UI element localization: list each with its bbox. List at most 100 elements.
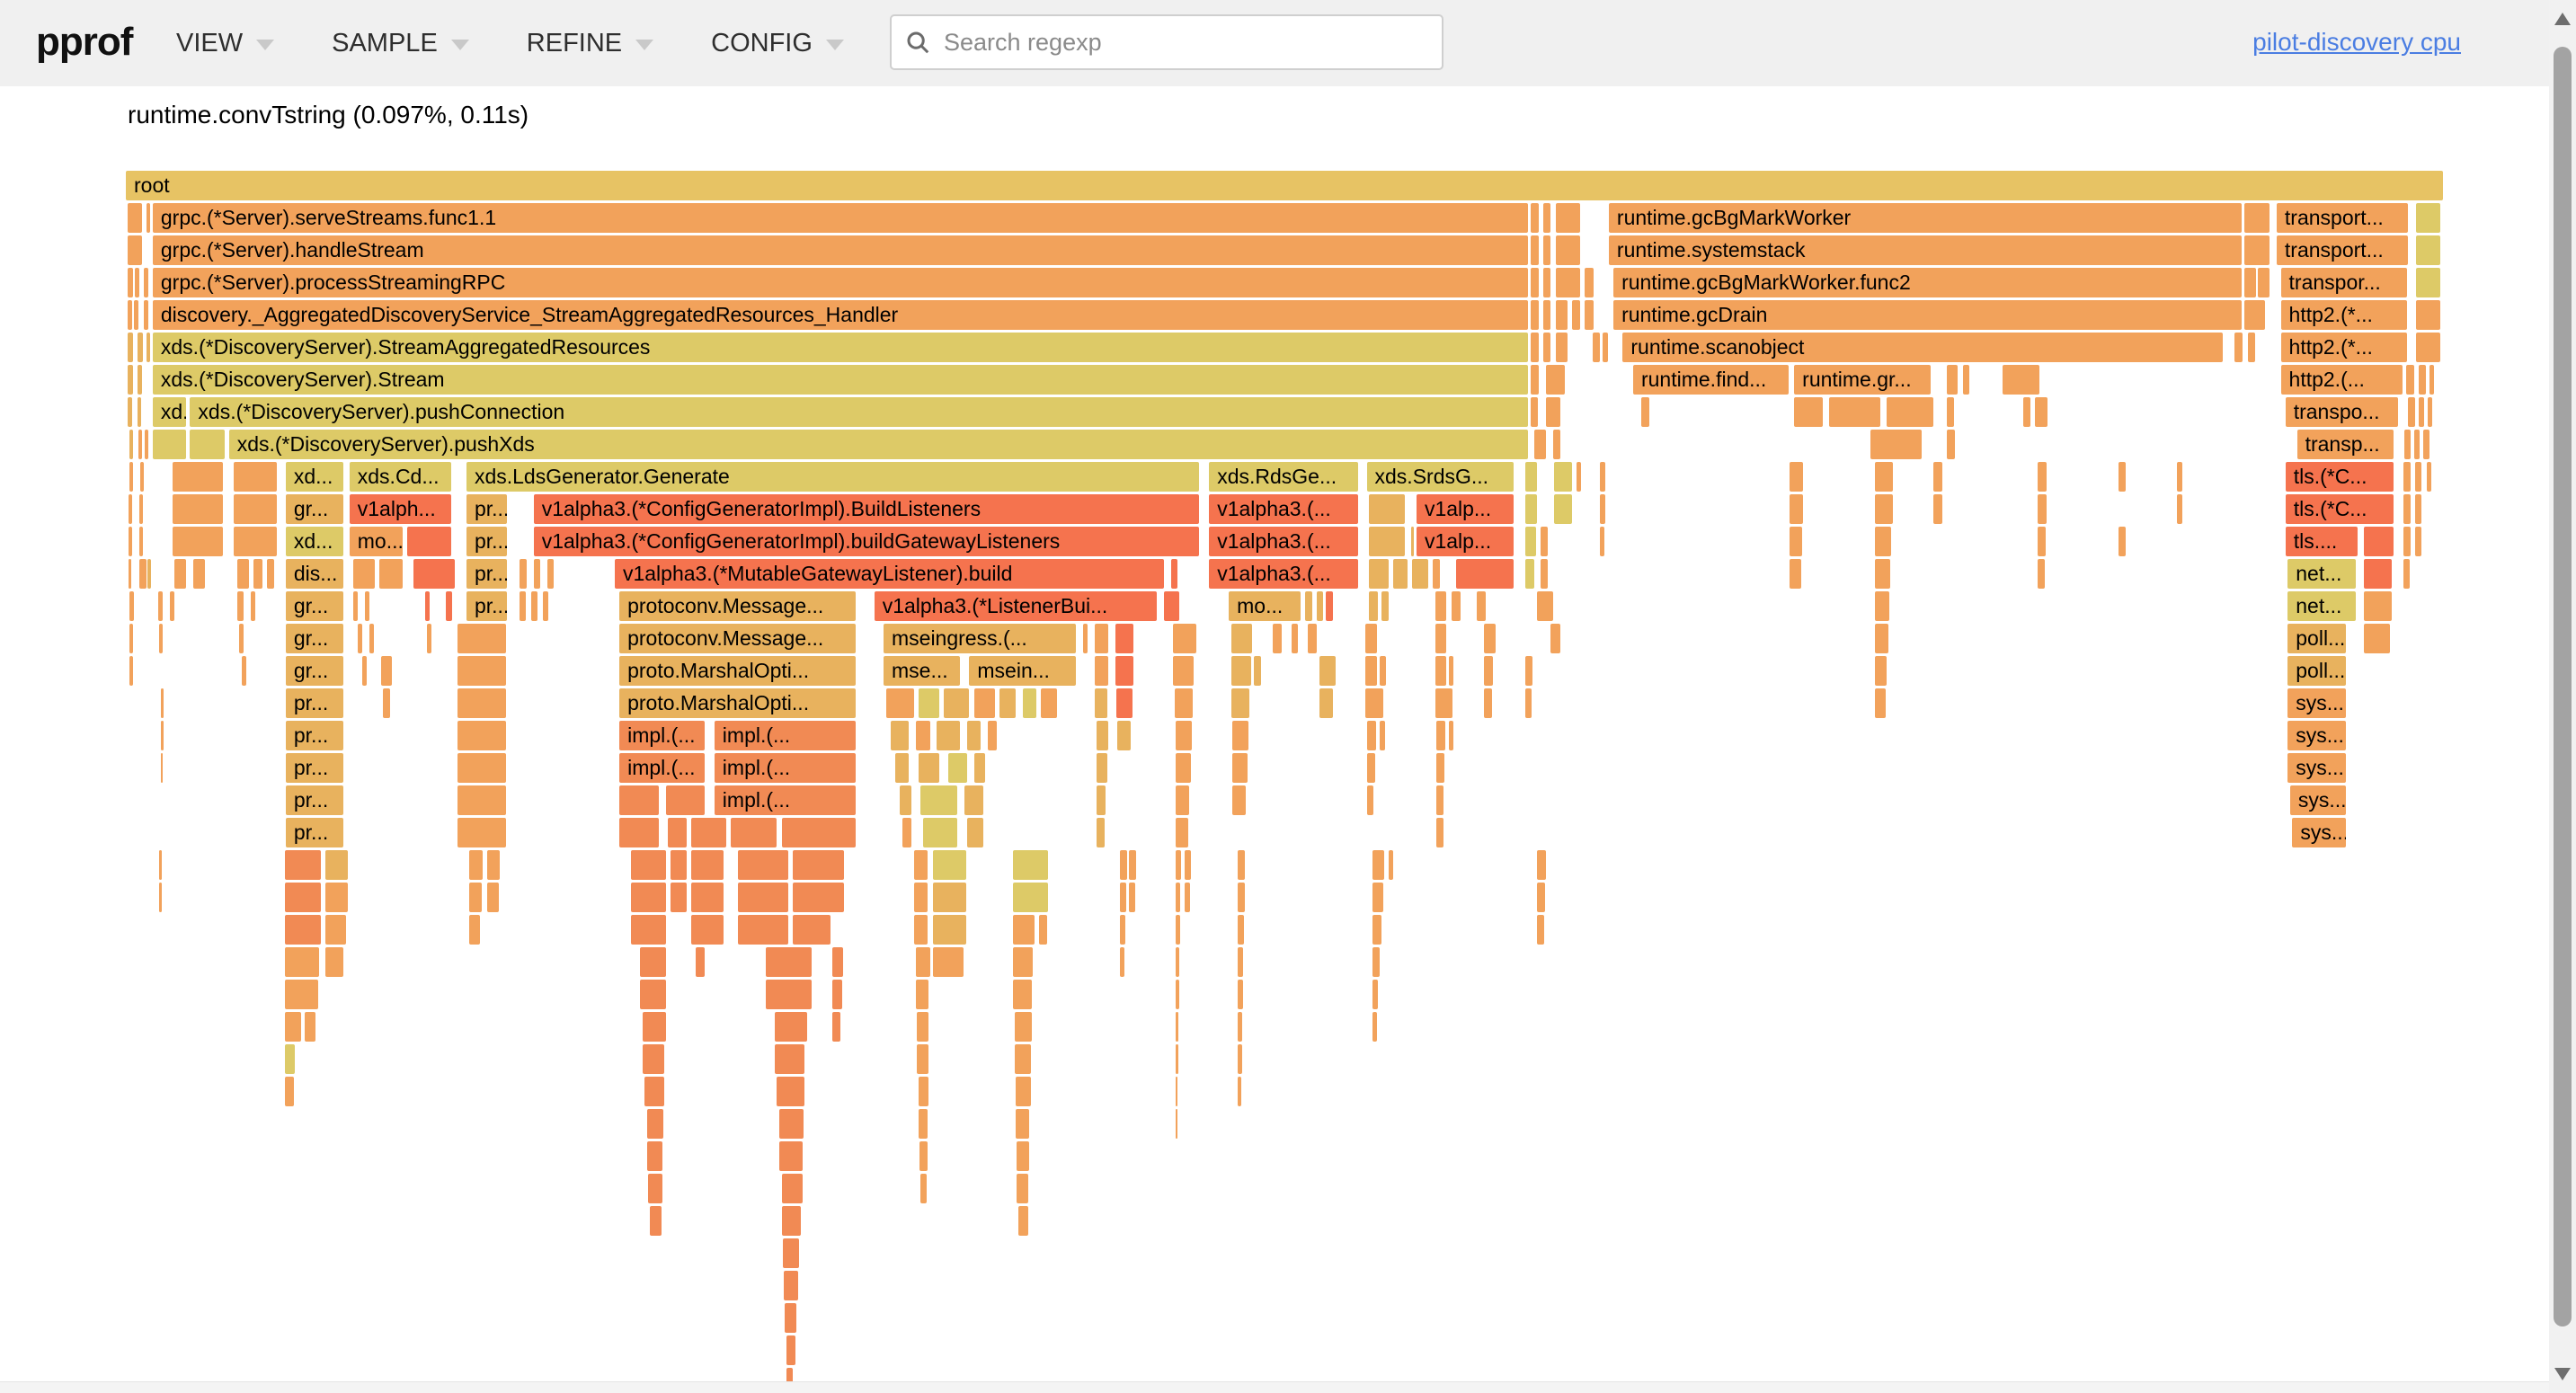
flame-box-sliver[interactable] xyxy=(1175,915,1180,945)
flame-box[interactable]: xds.(*DiscoveryServer).pushConnection xyxy=(190,397,1528,427)
flame-box-sliver[interactable] xyxy=(1175,850,1182,880)
flame-box-sliver[interactable] xyxy=(128,268,133,297)
flame-box-sliver[interactable] xyxy=(352,591,358,621)
flame-box-sliver[interactable] xyxy=(1540,527,1548,556)
flame-box-sliver[interactable] xyxy=(2403,527,2411,556)
flame-box-sliver[interactable] xyxy=(1319,688,1334,718)
flame-box[interactable]: sys... xyxy=(2287,721,2346,750)
flame-box[interactable]: grpc.(*Server).handleStream xyxy=(152,235,1528,265)
flame-box-sliver[interactable] xyxy=(1129,883,1136,912)
flame-box-sliver[interactable] xyxy=(1875,527,1892,556)
flame-box-sliver[interactable] xyxy=(1173,624,1197,653)
flame-box-sliver[interactable] xyxy=(1163,591,1179,621)
flame-box-sliver[interactable] xyxy=(918,1109,928,1139)
flame-box-sliver[interactable] xyxy=(468,915,481,945)
flame-box-sliver[interactable] xyxy=(737,915,789,945)
flame-box-sliver[interactable] xyxy=(1531,397,1538,427)
flame-box[interactable]: v1alpha3.(*MutableGatewayListener).build xyxy=(614,559,1164,589)
flame-box-sliver[interactable] xyxy=(158,591,164,621)
flame-box-sliver[interactable] xyxy=(999,688,1016,718)
flame-box-sliver[interactable] xyxy=(1117,721,1131,750)
flame-box-sliver[interactable] xyxy=(1254,656,1262,686)
flame-box-sliver[interactable] xyxy=(631,850,666,880)
flame-box[interactable]: runtime.gr... xyxy=(1794,365,1932,395)
flame-box-sliver[interactable] xyxy=(172,494,224,524)
flame-box[interactable]: xds.RdsGe... xyxy=(1209,462,1359,492)
flame-box[interactable]: sys... xyxy=(2289,785,2346,815)
flame-box-sliver[interactable] xyxy=(2035,397,2048,427)
flame-box-sliver[interactable] xyxy=(642,1044,665,1074)
flame-box-sliver[interactable] xyxy=(457,688,506,718)
flame-box-sliver[interactable] xyxy=(781,1174,803,1203)
flame-box-sliver[interactable] xyxy=(160,688,164,718)
flame-box-sliver[interactable] xyxy=(2403,559,2410,589)
flame-box-sliver[interactable] xyxy=(445,591,453,621)
flame-box[interactable]: impl.(... xyxy=(714,753,857,783)
flame-box-sliver[interactable] xyxy=(1017,1141,1030,1171)
flame-box-sliver[interactable] xyxy=(1546,365,1565,395)
flame-box-sliver[interactable] xyxy=(640,947,666,977)
flame-box[interactable]: tls.(*C... xyxy=(2285,462,2394,492)
flame-box-sliver[interactable] xyxy=(1790,494,1804,524)
flame-box-sliver[interactable] xyxy=(973,753,986,783)
flame-box-sliver[interactable] xyxy=(1641,397,1650,427)
flame-box-sliver[interactable] xyxy=(1175,785,1190,815)
flame-box-sliver[interactable] xyxy=(284,947,320,977)
flame-box-sliver[interactable] xyxy=(284,980,318,1009)
search-input[interactable] xyxy=(942,27,1442,58)
flame-box-sliver[interactable] xyxy=(1273,624,1283,653)
flame-box-sliver[interactable] xyxy=(1238,883,1245,912)
flame-box-sliver[interactable] xyxy=(1932,462,1943,492)
flame-box-sliver[interactable] xyxy=(1592,333,1600,362)
flame-box-sliver[interactable] xyxy=(1022,688,1037,718)
flame-box-sliver[interactable] xyxy=(913,883,928,912)
flame-box[interactable]: sys... xyxy=(2292,818,2346,847)
flame-box[interactable]: pr... xyxy=(466,494,508,524)
flame-box-sliver[interactable] xyxy=(2244,268,2256,297)
menu-config[interactable]: CONFIG xyxy=(711,29,844,58)
flame-box-sliver[interactable] xyxy=(2176,494,2182,524)
flame-box-sliver[interactable] xyxy=(1483,624,1496,653)
flame-box-sliver[interactable] xyxy=(128,333,134,362)
flame-box-sliver[interactable] xyxy=(1483,688,1492,718)
vertical-scrollbar[interactable] xyxy=(2549,0,2576,1393)
flame-box-sliver[interactable] xyxy=(1372,980,1379,1009)
flame-box-sliver[interactable] xyxy=(1525,494,1537,524)
flame-box[interactable]: impl.(... xyxy=(619,721,706,750)
flame-box-sliver[interactable] xyxy=(793,850,845,880)
flame-box-sliver[interactable] xyxy=(1875,494,1893,524)
flame-box-sliver[interactable] xyxy=(1790,462,1804,492)
flame-box[interactable]: gr... xyxy=(285,656,344,686)
flame-box[interactable]: gr... xyxy=(285,624,344,653)
flame-box-sliver[interactable] xyxy=(284,850,321,880)
flame-box-sliver[interactable] xyxy=(988,721,998,750)
flame-box-sliver[interactable] xyxy=(137,397,141,427)
flame-box-sliver[interactable] xyxy=(1455,559,1515,589)
flame-box-sliver[interactable] xyxy=(793,883,845,912)
flame-box-sliver[interactable] xyxy=(1014,1012,1032,1042)
flame-box[interactable]: xd... xyxy=(285,527,344,556)
flame-box-sliver[interactable] xyxy=(1115,656,1134,686)
flame-box-sliver[interactable] xyxy=(647,1109,664,1139)
flame-box-sliver[interactable] xyxy=(1319,656,1336,686)
flame-box-sliver[interactable] xyxy=(2244,235,2270,265)
flame-box-sliver[interactable] xyxy=(324,850,349,880)
flame-box-sliver[interactable] xyxy=(1537,915,1544,945)
flame-box-sliver[interactable] xyxy=(253,559,263,589)
menu-sample[interactable]: SAMPLE xyxy=(332,29,469,58)
flame-box-sliver[interactable] xyxy=(1542,203,1550,233)
flame-box-sliver[interactable] xyxy=(1175,721,1192,750)
flame-box-sliver[interactable] xyxy=(1554,494,1572,524)
flame-box-sliver[interactable] xyxy=(1555,203,1580,233)
flame-box-sliver[interactable] xyxy=(2119,462,2126,492)
flame-box-sliver[interactable] xyxy=(2364,591,2393,621)
flame-box-sliver[interactable] xyxy=(1369,559,1389,589)
flame-box[interactable]: tls.... xyxy=(2285,527,2358,556)
flame-box-sliver[interactable] xyxy=(2244,300,2266,330)
flame-box[interactable]: mseingress.(... xyxy=(884,624,1076,653)
flame-box-sliver[interactable] xyxy=(1365,656,1378,686)
flame-box-sliver[interactable] xyxy=(1555,333,1568,362)
flame-box-sliver[interactable] xyxy=(784,1271,798,1300)
flame-box-sliver[interactable] xyxy=(233,527,277,556)
flame-box-sliver[interactable] xyxy=(933,883,966,912)
